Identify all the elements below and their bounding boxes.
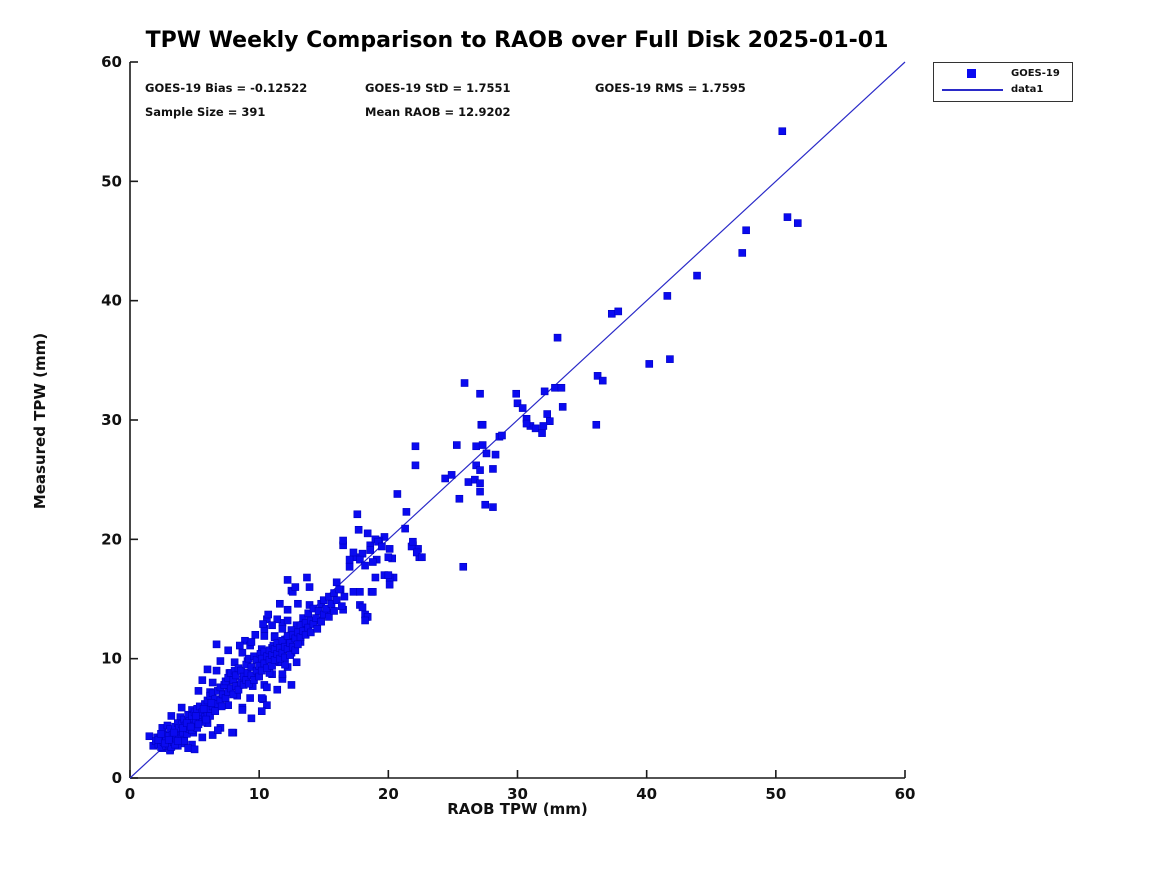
stat-std: GOES-19 StD = 1.7551 (365, 81, 511, 95)
x-axis-label: RAOB TPW (mm) (447, 800, 588, 818)
legend-entry-goes19: GOES-19 (934, 67, 1072, 81)
legend-square-marker-icon (967, 69, 976, 78)
svg-text:30: 30 (507, 785, 528, 803)
svg-text:50: 50 (765, 785, 786, 803)
y-axis-label: Measured TPW (mm) (31, 332, 49, 510)
stat-rms: GOES-19 RMS = 1.7595 (595, 81, 746, 95)
svg-text:60: 60 (895, 785, 916, 803)
svg-text:10: 10 (101, 650, 122, 668)
svg-text:30: 30 (101, 411, 122, 429)
svg-text:0: 0 (125, 785, 135, 803)
stat-sample-size: Sample Size = 391 (145, 105, 266, 119)
stat-mean-raob: Mean RAOB = 12.9202 (365, 105, 511, 119)
svg-text:40: 40 (101, 292, 122, 310)
chart-title: TPW Weekly Comparison to RAOB over Full … (145, 28, 889, 53)
svg-text:50: 50 (101, 172, 122, 190)
legend-label: GOES-19 (1011, 68, 1060, 79)
svg-text:40: 40 (636, 785, 657, 803)
svg-text:10: 10 (249, 785, 270, 803)
legend-line-marker-icon (942, 89, 1003, 91)
svg-text:20: 20 (101, 530, 122, 548)
legend-entry-data1: data1 (934, 83, 1072, 97)
stat-bias: GOES-19 Bias = -0.12522 (145, 81, 308, 95)
legend-box: GOES-19 data1 (933, 62, 1073, 102)
legend-label: data1 (1011, 84, 1044, 95)
svg-text:20: 20 (378, 785, 399, 803)
svg-text:0: 0 (112, 769, 122, 787)
svg-text:60: 60 (101, 53, 122, 71)
